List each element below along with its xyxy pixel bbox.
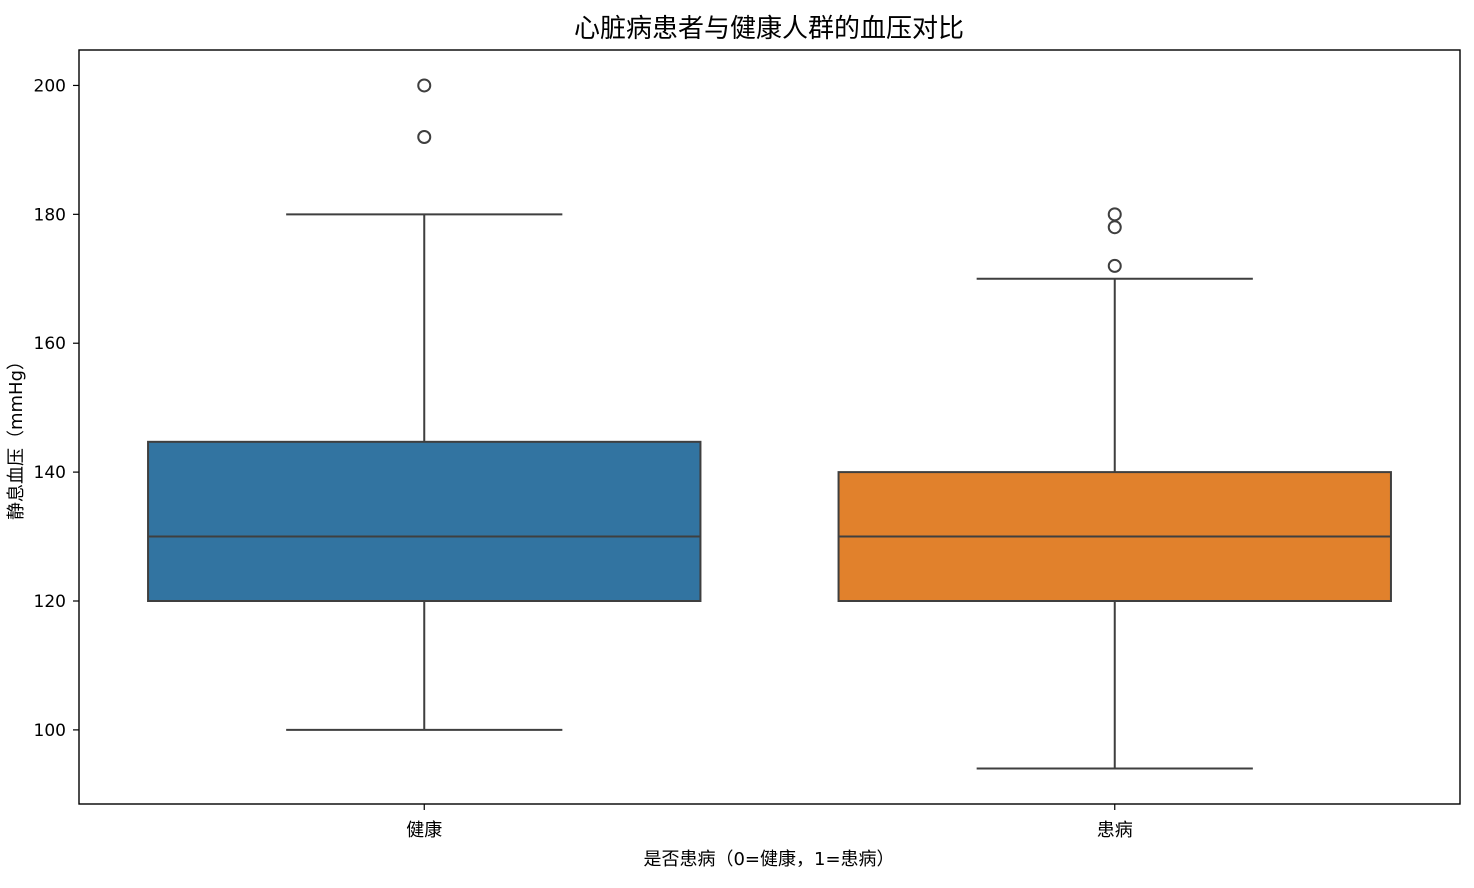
box-1-iqr-box bbox=[147, 440, 702, 603]
x-tick-label: 健康 bbox=[406, 820, 442, 841]
y-tick-label: 200 bbox=[34, 76, 66, 96]
chart-title: 心脏病患者与健康人群的血压对比 bbox=[574, 14, 964, 44]
plot-frame bbox=[78, 49, 1461, 805]
y-tick-label: 120 bbox=[34, 592, 66, 612]
y-tick-label: 180 bbox=[34, 205, 66, 225]
box-1-outlier-point bbox=[417, 78, 432, 93]
box-2-outlier-point bbox=[1107, 220, 1122, 235]
y-tick-label: 100 bbox=[34, 721, 66, 741]
box-2-outlier-point bbox=[1107, 258, 1122, 273]
y-tick-label: 160 bbox=[34, 334, 66, 354]
x-axis-label: 是否患病（0=健康，1=患病） bbox=[643, 849, 894, 870]
plot-area: 100 120 140 160 180 200 健康 患病 bbox=[34, 76, 1392, 841]
y-axis-label: 静息血压（mmHg） bbox=[6, 352, 27, 520]
box-2-outlier-point bbox=[1107, 207, 1122, 222]
x-tick-label: 患病 bbox=[1097, 820, 1133, 841]
y-tick-label: 140 bbox=[34, 463, 66, 483]
box-1-outlier-point bbox=[417, 130, 432, 144]
